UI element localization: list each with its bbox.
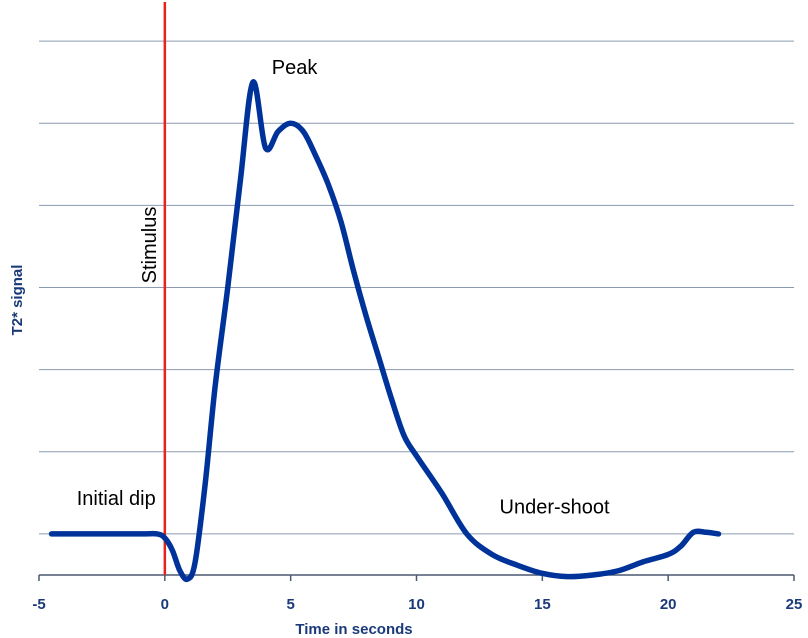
series-group xyxy=(48,79,722,583)
x-tick-label: 15 xyxy=(534,596,551,613)
annotation-label: Initial dip xyxy=(77,488,156,510)
x-tick-label: 0 xyxy=(161,596,169,613)
y-axis-label: T2* signal xyxy=(9,265,26,336)
annotation-label: Under-shoot xyxy=(500,496,611,518)
x-tick-label: 20 xyxy=(660,596,677,613)
x-axis-label: Time in seconds xyxy=(295,621,412,638)
x-tick-label: 10 xyxy=(408,596,425,613)
x-axis: -5 0 5 10 15 20 25 xyxy=(32,574,803,613)
stimulus-label: Stimulus xyxy=(139,207,161,284)
annotation-label: Peak xyxy=(272,57,319,79)
x-tick-label: 5 xyxy=(286,596,294,613)
x-tick-label: -5 xyxy=(32,596,45,613)
stimulus-marker-group: Stimulus xyxy=(139,2,167,575)
annotations: Peak Initial dip Under-shoot xyxy=(77,57,610,518)
x-tick-label: 25 xyxy=(786,596,803,613)
series-line xyxy=(48,79,722,583)
